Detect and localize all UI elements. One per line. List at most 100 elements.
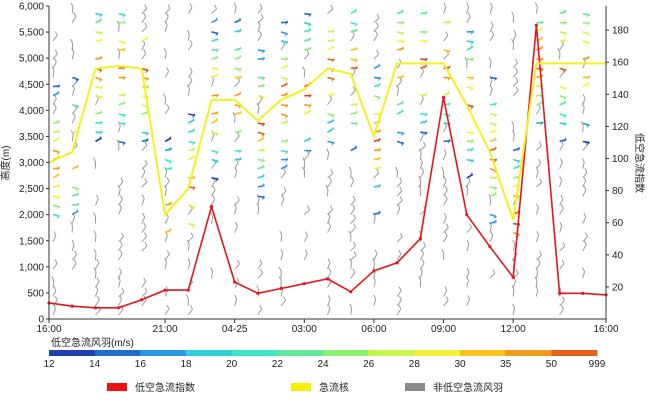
non-jet-wind-barb: [535, 267, 539, 279]
y-right-tick-label: 160: [612, 58, 629, 69]
jet-wind-barb: [95, 31, 103, 37]
jet-wind-barb: [211, 73, 219, 79]
non-jet-wind-barb: [93, 248, 97, 261]
jet-wind-barb: [304, 27, 312, 33]
non-jet-wind-barb: [373, 249, 378, 261]
jet-wind-barb: [304, 36, 312, 42]
non-jet-wind-barb: [350, 204, 356, 215]
jet-wind-barb: [513, 222, 521, 228]
jet-wind-barb: [466, 172, 474, 179]
non-jet-wind-barb: [464, 57, 468, 69]
jet-wind-barb: [71, 163, 79, 170]
y-left-tick-label: 5,500: [19, 28, 44, 39]
jet-wind-barb: [280, 113, 288, 120]
jet-wind-barb: [211, 66, 219, 72]
non-jet-wind-barb: [559, 221, 563, 233]
non-jet-wind-barb: [303, 150, 310, 160]
jet-wind-barb: [350, 46, 358, 52]
non-jet-wind-barb: [94, 194, 99, 206]
non-jet-wind-barb: [233, 203, 237, 215]
x-tick-label: 21:00: [153, 324, 178, 335]
jet-wind-barb: [350, 110, 358, 116]
jet-wind-barb: [559, 20, 567, 26]
jet-index-point: [534, 23, 538, 27]
jet-wind-barb: [118, 47, 126, 53]
jet-wind-barb: [466, 138, 474, 144]
non-jet-wind-barb: [489, 2, 493, 14]
jet-core-line: [48, 62, 606, 221]
y-left-tick-label: 1,500: [19, 236, 44, 247]
jet-wind-barb: [327, 113, 335, 119]
non-jet-wind-barb: [51, 276, 55, 288]
non-jet-wind-barb: [234, 195, 240, 206]
non-jet-wind-barb: [582, 212, 587, 224]
legend: 低空急流指数 急流核 非低空急流风羽: [107, 381, 503, 394]
non-jet-wind-barb: [349, 303, 353, 315]
jet-wind-barb: [141, 67, 149, 74]
non-jet-wind-barb: [52, 49, 58, 60]
non-jet-wind-barb: [350, 86, 356, 97]
jet-wind-barb: [489, 175, 497, 181]
jet-wind-barb: [187, 204, 196, 211]
jet-wind-barb: [211, 131, 219, 138]
non-jet-wind-barb: [559, 296, 565, 307]
jet-wind-barb: [489, 219, 497, 225]
jet-wind-barb: [188, 113, 196, 119]
jet-wind-barb: [489, 128, 497, 134]
non-jet-wind-barb: [141, 287, 148, 297]
x-tick-label: 03:00: [292, 324, 317, 335]
non-jet-wind-barb: [52, 231, 57, 243]
jet-wind-barb: [211, 48, 219, 54]
non-jet-wind-barb: [234, 259, 240, 270]
jet-wind-barb: [489, 101, 497, 107]
non-jet-wind-barb: [420, 242, 427, 252]
jet-wind-barb: [304, 148, 312, 154]
non-jet-wind-barb: [511, 285, 515, 297]
jet-index-point: [302, 282, 306, 286]
non-jet-wind-barb: [141, 241, 148, 252]
non-jet-wind-barb: [327, 4, 334, 14]
non-jet-wind-barb: [93, 212, 97, 224]
jet-wind-barb: [281, 157, 289, 163]
jet-index-point: [325, 277, 330, 281]
color-scale-label: 22: [272, 359, 284, 370]
jet-wind-barb: [582, 55, 590, 61]
jet-wind-barb: [489, 146, 497, 152]
jet-wind-barb: [257, 94, 265, 101]
non-jet-wind-barb: [582, 185, 587, 197]
non-jet-wind-barb: [488, 57, 492, 69]
jet-wind-barb: [164, 136, 172, 143]
wind-barbs: [51, 2, 590, 316]
non-jet-wind-barb: [118, 203, 122, 215]
jet-wind-barb: [234, 110, 242, 116]
non-jet-wind-barb: [535, 158, 542, 170]
non-jet-wind-barb: [443, 186, 448, 197]
jet-index-point: [117, 306, 121, 310]
non-jet-wind-barb: [52, 103, 57, 115]
non-jet-wind-barb: [582, 94, 586, 106]
jet-wind-barb: [257, 83, 265, 89]
jet-wind-barb: [489, 186, 497, 192]
non-jet-wind-barb: [210, 212, 214, 224]
jet-wind-barb: [350, 145, 358, 152]
jet-wind-barb: [257, 158, 265, 164]
color-scale-label: 30: [454, 359, 466, 370]
jet-wind-barb: [211, 158, 219, 165]
non-jet-wind-barb: [466, 267, 470, 279]
non-jet-wind-barb: [582, 168, 588, 179]
jet-wind-barb: [327, 92, 335, 98]
jet-wind-barb: [281, 56, 289, 62]
jet-wind-barb: [234, 91, 242, 97]
jet-wind-barb: [373, 76, 381, 82]
non-jet-wind-barb: [93, 267, 97, 279]
jet-wind-barb: [234, 75, 242, 81]
jet-wind-barb: [257, 195, 265, 201]
jet-wind-barb: [118, 140, 126, 147]
jet-wind-barb: [164, 201, 172, 207]
non-jet-wind-barb: [466, 295, 471, 306]
jet-wind-barb: [118, 12, 126, 19]
color-scale-segment: [368, 350, 415, 356]
jet-wind-barb: [512, 158, 521, 165]
x-tick-label: 06:00: [361, 324, 386, 335]
non-jet-wind-barb: [141, 141, 148, 151]
